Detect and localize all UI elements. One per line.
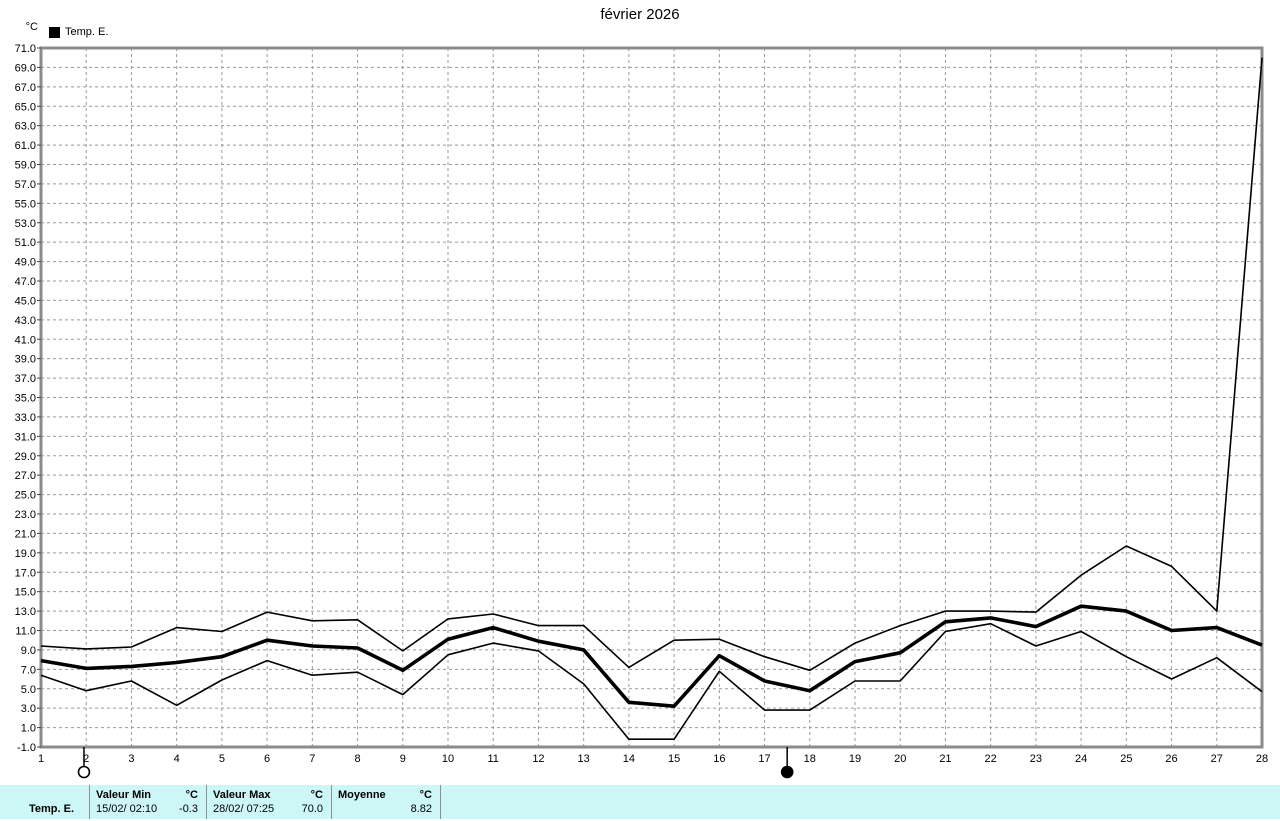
y-axis-tick-label: 71.0 bbox=[15, 43, 36, 55]
y-axis-tick-label: 39.0 bbox=[15, 354, 36, 366]
y-axis-tick-label: 15.0 bbox=[15, 587, 36, 599]
y-axis-tick-label: 37.0 bbox=[15, 373, 36, 385]
y-axis-tick-label: 67.0 bbox=[15, 82, 36, 94]
y-axis-tick-label: 1.0 bbox=[21, 723, 36, 735]
plot-border bbox=[39, 46, 1264, 749]
x-axis-day-label: 22 bbox=[985, 753, 997, 765]
summary-col-valeur-min: Valeur Min °C 15/02/ 02:10 -0.3 bbox=[90, 785, 206, 819]
x-axis-day-label: 24 bbox=[1075, 753, 1087, 765]
y-axis-tick-label: 47.0 bbox=[15, 276, 36, 288]
y-axis-tick-label: 31.0 bbox=[15, 431, 36, 443]
y-axis-unit-label: °C bbox=[25, 21, 38, 33]
y-axis-tick-label: 69.0 bbox=[15, 62, 36, 74]
y-axis-tick-label: 17.0 bbox=[15, 567, 36, 579]
x-axis-day-label: 3 bbox=[128, 753, 134, 765]
x-axis-day-label: 5 bbox=[219, 753, 225, 765]
series-line-valeur-max bbox=[40, 57, 1263, 672]
x-axis-day-label: 28 bbox=[1256, 753, 1268, 765]
table-separator bbox=[206, 785, 207, 819]
x-axis-day-label: 20 bbox=[894, 753, 906, 765]
y-axis-tick-label: 9.0 bbox=[21, 645, 36, 657]
x-axis-day-label: 27 bbox=[1211, 753, 1223, 765]
x-axis-day-label: 14 bbox=[623, 753, 635, 765]
y-axis-tick-label: 7.0 bbox=[21, 664, 36, 676]
y-axis-tick-label: 23.0 bbox=[15, 509, 36, 521]
moyenne-unit: °C bbox=[419, 789, 432, 801]
y-axis-tick-label: 53.0 bbox=[15, 218, 36, 230]
y-axis-tick-label: 29.0 bbox=[15, 451, 36, 463]
table-separator bbox=[440, 785, 441, 819]
valeur-max-header: Valeur Max bbox=[213, 789, 271, 801]
series-line-valeur-min bbox=[40, 622, 1263, 741]
moyenne-header: Moyenne bbox=[338, 789, 386, 801]
summary-col-moyenne: Moyenne °C 8.82 bbox=[332, 785, 440, 819]
x-axis-day-label: 2 bbox=[83, 753, 89, 765]
valeur-max-unit: °C bbox=[310, 789, 323, 801]
x-axis-day-label: 15 bbox=[668, 753, 680, 765]
temperature-line-chart: -1.0 1.0 3.0 5.0 7.0 9.0 11.0 13.0 15.0 17.0 19.0 2… bbox=[15, 43, 1268, 779]
summary-col-valeur-max: Valeur Max °C 28/02/ 07:25 70.0 bbox=[207, 785, 331, 819]
y-axis-tick-label: 13.0 bbox=[15, 606, 36, 618]
x-axis-day-label: 9 bbox=[400, 753, 406, 765]
x-axis-day-label: 16 bbox=[713, 753, 725, 765]
y-axis-tick-label: 59.0 bbox=[15, 160, 36, 172]
y-axis-tick-label: 65.0 bbox=[15, 101, 36, 113]
y-axis-tick-label: 49.0 bbox=[15, 257, 36, 269]
y-axis-tick-label: 43.0 bbox=[15, 315, 36, 327]
x-axis-day-label: 13 bbox=[578, 753, 590, 765]
y-axis-tick-label: 51.0 bbox=[15, 237, 36, 249]
valeur-max-value: 70.0 bbox=[301, 803, 323, 815]
y-axis-tick-label: 57.0 bbox=[15, 179, 36, 191]
y-axis-tick-label: 27.0 bbox=[15, 470, 36, 482]
x-axis-day-label: 19 bbox=[849, 753, 861, 765]
x-axis-day-label: 7 bbox=[309, 753, 315, 765]
chart-title: février 2026 bbox=[600, 6, 680, 23]
series-line-moyenne bbox=[40, 604, 1263, 709]
y-axis-tick-label: 5.0 bbox=[21, 684, 36, 696]
table-separator bbox=[89, 785, 90, 819]
x-axis-day-label: 23 bbox=[1030, 753, 1042, 765]
x-axis-day-label: 21 bbox=[939, 753, 951, 765]
y-axis-tick-label: 3.0 bbox=[21, 703, 36, 715]
x-axis-day-label: 1 bbox=[38, 753, 44, 765]
y-axis-tick-label: 35.0 bbox=[15, 393, 36, 405]
valeur-min-datetime: 15/02/ 02:10 bbox=[96, 803, 158, 815]
full-moon-icon bbox=[77, 765, 91, 779]
valeur-min-unit: °C bbox=[185, 789, 198, 801]
x-axis-day-label: 11 bbox=[488, 753, 499, 765]
y-axis-tick-label: 25.0 bbox=[15, 490, 36, 502]
summary-table: Temp. E. Valeur Min °C 15/02/ 02:10 -0.3… bbox=[0, 785, 1280, 819]
moyenne-value: 8.82 bbox=[410, 803, 432, 815]
x-axis-day-label: 18 bbox=[804, 753, 816, 765]
valeur-min-value: -0.3 bbox=[179, 803, 198, 815]
valeur-min-header: Valeur Min bbox=[96, 789, 152, 801]
x-axis-day-label: 25 bbox=[1120, 753, 1132, 765]
legend-label: Temp. E. bbox=[65, 26, 109, 38]
x-axis-day-label: 10 bbox=[442, 753, 454, 765]
x-axis-day-label: 4 bbox=[174, 753, 180, 765]
y-axis-tick-label: 19.0 bbox=[15, 548, 36, 560]
y-axis-tick-label: 55.0 bbox=[15, 198, 36, 210]
x-axis-day-label: 12 bbox=[532, 753, 544, 765]
y-axis-tick-label: 21.0 bbox=[15, 528, 36, 540]
summary-row-label: Temp. E. bbox=[29, 803, 75, 815]
y-axis-tick-label: 63.0 bbox=[15, 121, 36, 133]
x-axis-day-label: 17 bbox=[758, 753, 770, 765]
y-axis-tick-label: 41.0 bbox=[15, 334, 36, 346]
y-axis-tick-label: 45.0 bbox=[15, 295, 36, 307]
new-moon-icon bbox=[780, 765, 794, 779]
valeur-max-datetime: 28/02/ 07:25 bbox=[213, 803, 275, 815]
y-axis-tick-label: -1.0 bbox=[17, 742, 36, 754]
table-separator bbox=[331, 785, 332, 819]
x-axis-day-label: 8 bbox=[354, 753, 360, 765]
chart-legend: Temp. E. bbox=[49, 26, 108, 38]
x-axis-day-label: 26 bbox=[1165, 753, 1177, 765]
y-axis-tick-label: 61.0 bbox=[15, 140, 36, 152]
x-axis-day-label: 6 bbox=[264, 753, 270, 765]
legend-swatch-icon bbox=[49, 26, 60, 38]
y-axis-tick-label: 11.0 bbox=[15, 626, 36, 638]
y-axis-tick-label: 33.0 bbox=[15, 412, 36, 424]
